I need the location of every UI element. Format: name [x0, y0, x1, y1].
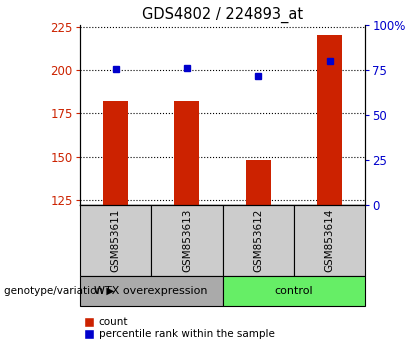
- Bar: [246, 160, 271, 205]
- Bar: [223, 205, 294, 276]
- Text: GSM853614: GSM853614: [325, 209, 335, 273]
- Bar: [174, 101, 199, 205]
- Bar: [223, 276, 365, 306]
- Bar: [317, 35, 342, 205]
- Text: GSM853613: GSM853613: [182, 209, 192, 273]
- Bar: [80, 276, 223, 306]
- Text: control: control: [275, 286, 313, 296]
- Text: GSM853611: GSM853611: [110, 209, 121, 273]
- Bar: [294, 205, 365, 276]
- Bar: [103, 101, 128, 205]
- Bar: [151, 205, 223, 276]
- Text: WTX overexpression: WTX overexpression: [94, 286, 208, 296]
- Legend: count, percentile rank within the sample: count, percentile rank within the sample: [81, 313, 278, 344]
- Text: genotype/variation ▶: genotype/variation ▶: [4, 286, 115, 296]
- Text: GSM853612: GSM853612: [253, 209, 263, 273]
- Title: GDS4802 / 224893_at: GDS4802 / 224893_at: [142, 7, 303, 23]
- Bar: [80, 205, 151, 276]
